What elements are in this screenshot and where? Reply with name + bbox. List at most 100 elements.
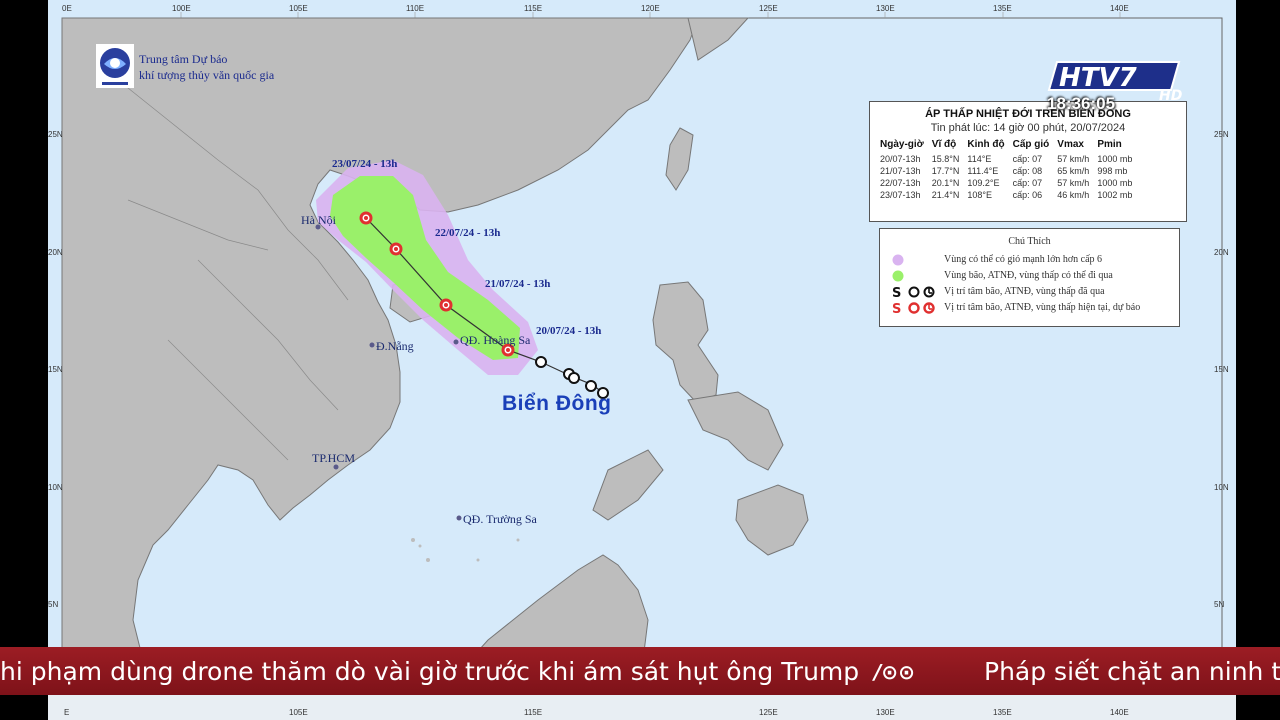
axis-left-5n: 5N: [48, 600, 59, 609]
axis-right-25n: 25N: [1214, 130, 1229, 139]
table-cell: 998 mb: [1097, 166, 1128, 176]
axis-left-20n: 20N: [48, 248, 63, 257]
axis-bottom-105e: 105E: [289, 708, 308, 717]
green-circle-icon: [892, 270, 904, 282]
table-header: Kinh độ: [967, 139, 1005, 150]
axis-top-115e: 115E: [524, 4, 543, 13]
axis-right-15n: 15N: [1214, 365, 1229, 374]
label-danang: Đ.Nẵng: [376, 339, 414, 353]
broadcast-clock: 18:36:05: [1047, 94, 1116, 113]
axis-top-0: 0E: [62, 4, 72, 13]
legend-label: Vùng có thể có gió mạnh lớn hơn cấp 6: [944, 254, 1103, 265]
label-hanoi: Hà Nội: [301, 213, 336, 227]
legend-title: Chú Thích: [1008, 236, 1051, 247]
label-truongsa: QĐ. Trường Sa: [463, 512, 537, 526]
track-label-21-07: 21/07/24 - 13h: [485, 278, 551, 290]
table-header: Cấp gió: [1012, 139, 1050, 150]
table-header: Vmax: [1057, 139, 1084, 150]
label-hoangsa: QĐ. Hoàng Sa: [460, 333, 531, 347]
table-cell: 20.1°N: [931, 178, 960, 188]
table-cell: 46 km/h: [1057, 190, 1090, 200]
axis-left-10n: 10N: [48, 483, 63, 492]
table-cell: cấp: 07: [1012, 178, 1043, 188]
legend-label: Vị trí tâm bão, ATNĐ, vùng thấp đã qua: [944, 286, 1105, 297]
legend-label: Vị trí tâm bão, ATNĐ, vùng thấp hiện tại…: [944, 302, 1141, 313]
table-cell: 65 km/h: [1057, 166, 1090, 176]
agency-name-line2: khí tượng thủy văn quốc gia: [139, 68, 275, 82]
news-ticker: hi phạm dùng drone thăm dò vài giờ trước…: [0, 647, 1280, 695]
table-cell: cấp: 08: [1012, 166, 1043, 176]
bottom-axis-strip: E 105E 115E 125E 130E 135E 140E: [48, 695, 1236, 720]
table-cell: 57 km/h: [1057, 154, 1090, 164]
axis-top-135e: 135E: [993, 4, 1012, 13]
table-header-row: Ngày-giờ Vĩ độ Kinh độ Cấp gió Vmax Pmin: [876, 139, 1136, 153]
purple-circle-icon: [892, 254, 904, 266]
table-row: 23/07-13h 21.4°N 108°E cấp: 06 46 km/h 1…: [876, 189, 1136, 201]
table-header: Ngày-giờ: [880, 139, 924, 150]
storm-track-map: 0E 100E 105E 110E 115E 120E 125E 130E 13…: [48, 0, 1236, 720]
axis-bottom-140e: 140E: [1110, 708, 1129, 717]
label-hcm: TP.HCM: [312, 451, 356, 465]
svg-text:S: S: [892, 302, 901, 315]
table-cell: cấp: 06: [1012, 190, 1043, 200]
axis-bottom-130e: 130E: [876, 708, 895, 717]
table-cell: 21/07-13h: [880, 166, 921, 176]
svg-text:HD: HD: [1159, 88, 1182, 104]
axis-top-120e: 120E: [641, 4, 660, 13]
table-cell: 15.8°N: [931, 154, 960, 164]
table-cell: cấp: 07: [1012, 154, 1043, 164]
legend-label: Vùng bão, ATNĐ, vùng thấp có thể đi qua: [944, 270, 1113, 281]
table-cell: 57 km/h: [1057, 178, 1090, 188]
agency-logo-icon: [96, 44, 134, 88]
svg-text:S: S: [892, 286, 901, 299]
table-cell: 22/07-13h: [880, 178, 921, 188]
table-cell: 1000 mb: [1097, 178, 1133, 188]
htv7-channel-logo: HTV7 HD: [1047, 61, 1182, 104]
axis-top-130e: 130E: [876, 4, 895, 13]
label-bien-dong: Biển Đông: [502, 392, 612, 415]
axis-top-140e: 140E: [1110, 4, 1129, 13]
axis-right-10n: 10N: [1214, 483, 1229, 492]
table-cell: 114°E: [967, 154, 992, 164]
black-storm-symbols-icon: S: [892, 286, 935, 299]
axis-bottom-135e: 135E: [993, 708, 1012, 717]
table-row: 22/07-13h 20.1°N 109.2°E cấp: 07 57 km/h…: [876, 177, 1136, 189]
axis-bottom-e: E: [64, 708, 70, 717]
table-row: 20/07-13h 15.8°N 114°E cấp: 07 57 km/h 1…: [876, 153, 1136, 165]
table-cell: 108°E: [967, 190, 993, 200]
table-cell: 109.2°E: [967, 178, 1000, 188]
forecast-data-table: Ngày-giờ Vĩ độ Kinh độ Cấp gió Vmax Pmin…: [876, 139, 1136, 201]
forecast-table-title: ÁP THẤP NHIỆT ĐỚI TRÊN BIỂN ĐÔNG: [925, 108, 1131, 120]
table-cell: 17.7°N: [931, 166, 960, 176]
ticker-headline-2: Pháp siết chặt an ninh tru: [984, 657, 1280, 686]
ticker-channel-icon: /⊙⊙: [872, 660, 915, 684]
axis-right-20n: 20N: [1214, 248, 1229, 257]
axis-bottom-115e: 115E: [524, 708, 543, 717]
axis-left-25n: 25N: [48, 130, 63, 139]
forecast-table-subtitle: Tin phát lúc: 14 giờ 00 phút, 20/07/2024: [930, 122, 1126, 134]
track-label-22-07: 22/07/24 - 13h: [435, 227, 501, 239]
axis-top-110e: 110E: [406, 4, 425, 13]
svg-text:HTV7: HTV7: [1059, 63, 1138, 93]
axis-top-125e: 125E: [759, 4, 778, 13]
table-cell: 23/07-13h: [880, 190, 921, 200]
table-header: Pmin: [1097, 139, 1122, 150]
table-cell: 1000 mb: [1097, 154, 1133, 164]
track-label-20-07: 20/07/24 - 13h: [536, 325, 602, 337]
ticker-headline-1: hi phạm dùng drone thăm dò vài giờ trước…: [0, 657, 860, 686]
table-header: Vĩ độ: [931, 139, 957, 150]
table-cell: 21.4°N: [931, 190, 960, 200]
agency-name-line1: Trung tâm Dự báo: [139, 52, 228, 66]
svg-text:/⊙⊙: /⊙⊙: [872, 660, 915, 684]
table-cell: 1002 mb: [1097, 190, 1133, 200]
track-label-23-07: 23/07/24 - 13h: [332, 158, 398, 170]
red-storm-symbols-icon: S: [892, 302, 935, 315]
table-cell: 111.4°E: [967, 166, 999, 176]
axis-top-105e: 105E: [289, 4, 308, 13]
map-legend: Chú Thích Vùng có thể có gió mạnh lớn hơ…: [879, 228, 1180, 327]
axis-bottom-125e: 125E: [759, 708, 778, 717]
axis-top-100e: 100E: [172, 4, 191, 13]
table-cell: 20/07-13h: [880, 154, 921, 164]
agency-header: Trung tâm Dự báo khí tượng thủy văn quốc…: [96, 44, 356, 92]
